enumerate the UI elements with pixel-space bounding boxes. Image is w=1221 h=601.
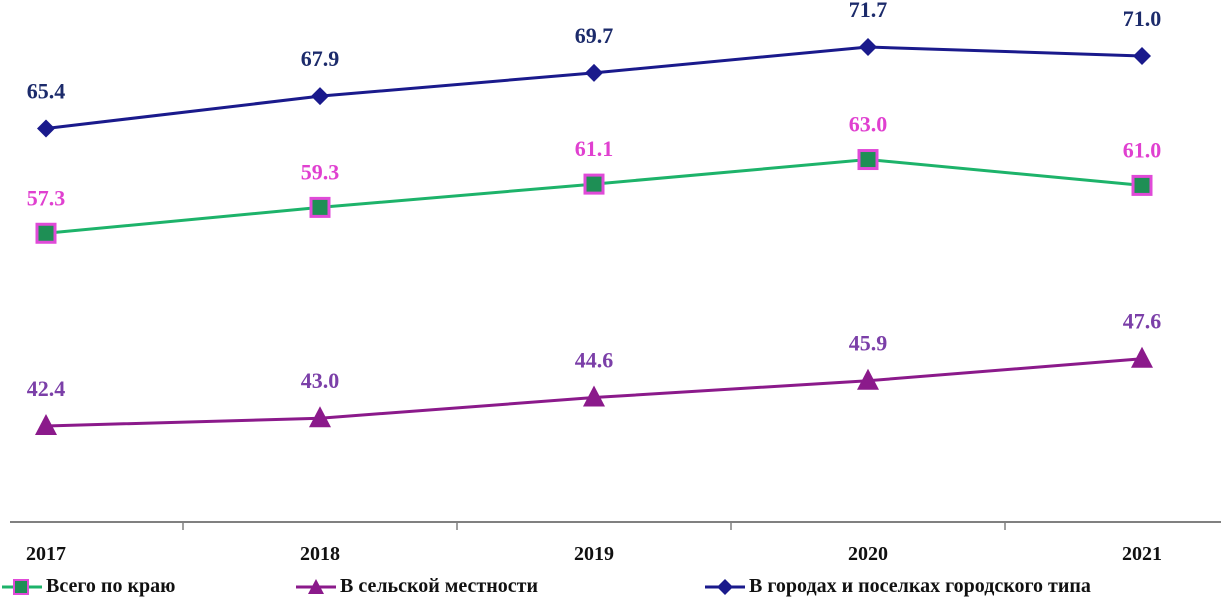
series-line-total xyxy=(45,158,1143,235)
data-point-urban-2021 xyxy=(1133,47,1151,66)
data-label-rural-2020: 45.9 xyxy=(849,331,888,356)
data-label-urban-2018: 67.9 xyxy=(301,46,340,71)
legend-label-urban: В городах и поселках городского типа xyxy=(749,575,1091,597)
data-point-total-2019 xyxy=(583,173,605,195)
data-point-total-2017 xyxy=(35,222,57,244)
data-point-urban-2020 xyxy=(859,38,877,56)
x-tick-label-2020: 2020 xyxy=(848,543,888,565)
data-label-total-2020: 63.0 xyxy=(849,112,888,137)
data-label-total-2019: 61.1 xyxy=(575,136,614,161)
data-point-total-2021 xyxy=(1131,174,1153,196)
data-point-urban-2018 xyxy=(311,87,329,106)
x-tick-label-2017: 2017 xyxy=(26,543,66,565)
data-point-urban-2017 xyxy=(37,119,55,138)
data-label-total-2017: 57.3 xyxy=(27,185,66,210)
data-label-urban-2021: 71.0 xyxy=(1123,6,1162,31)
series-line-urban xyxy=(45,45,1143,130)
x-axis-ticks xyxy=(182,522,1006,530)
data-label-urban-2019: 69.7 xyxy=(575,23,614,48)
series-total: 57.3 59.3 61.1 63.0 61.0 xyxy=(27,112,1162,244)
series-urban: 65.4 67.9 69.7 71.7 71.0 xyxy=(27,0,1162,138)
data-point-urban-2019 xyxy=(585,63,603,82)
data-label-total-2021: 61.0 xyxy=(1123,137,1162,162)
data-point-rural-2017 xyxy=(35,414,57,435)
data-label-total-2018: 59.3 xyxy=(301,159,340,184)
x-tick-label-2019: 2019 xyxy=(574,543,614,565)
data-point-rural-2019 xyxy=(583,385,605,407)
legend-item-rural: В сельской местности xyxy=(296,572,538,601)
legend-item-urban: В городах и поселках городского типа xyxy=(705,572,1091,601)
legend: Всего по краю В сельской местности В гор… xyxy=(0,572,1221,601)
data-point-rural-2020 xyxy=(857,368,879,390)
x-axis-tick-labels: 2017 2018 2019 2020 2021 xyxy=(26,543,1162,565)
data-label-rural-2017: 42.4 xyxy=(27,376,66,401)
data-point-rural-2021 xyxy=(1131,346,1153,368)
legend-diamond-marker-icon xyxy=(705,578,745,595)
data-label-urban-2017: 65.4 xyxy=(27,78,66,103)
data-label-urban-2020: 71.7 xyxy=(849,0,888,22)
legend-item-total: Всего по краю xyxy=(2,572,175,601)
x-tick-label-2021: 2021 xyxy=(1122,543,1162,565)
legend-label-total: Всего по краю xyxy=(46,575,176,597)
series-rural: 42.4 43.0 44.6 45.9 47.6 xyxy=(27,309,1162,435)
legend-triangle-marker-icon xyxy=(296,578,336,594)
legend-label-rural: В сельской местности xyxy=(340,575,538,597)
data-point-rural-2018 xyxy=(309,406,331,428)
series-layer: 57.3 59.3 61.1 63.0 61.0 42.4 43.0 44.6 45.9 47.6… xyxy=(27,0,1162,435)
data-label-rural-2021: 47.6 xyxy=(1123,309,1162,334)
legend-square-marker-icon xyxy=(2,578,42,595)
data-point-total-2018 xyxy=(309,196,331,218)
x-tick-label-2018: 2018 xyxy=(300,543,340,565)
data-label-rural-2019: 44.6 xyxy=(575,348,614,373)
data-point-total-2020 xyxy=(857,149,879,171)
data-label-rural-2018: 43.0 xyxy=(301,368,340,393)
